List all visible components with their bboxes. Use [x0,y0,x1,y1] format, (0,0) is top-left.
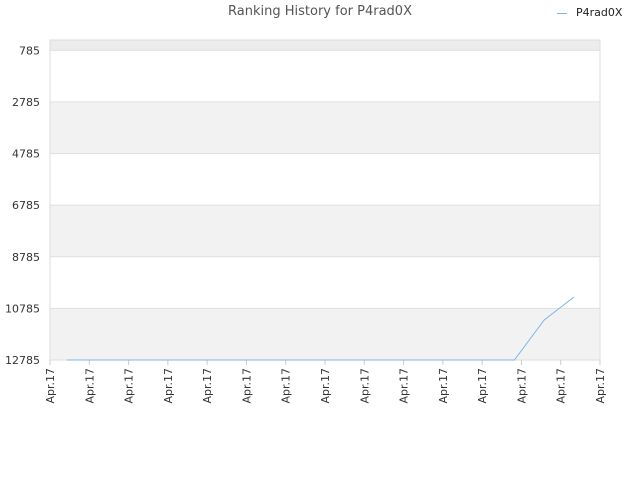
plot-band [50,308,600,360]
plot-band [50,153,600,206]
x-tick-label: Apr.17 [555,368,568,404]
plot-band [50,50,600,102]
y-tick-label: 12785 [5,354,40,367]
plot-band [50,40,600,51]
x-tick-label: Apr.17 [280,368,293,404]
plot-band [50,205,600,257]
x-tick-label: Apr.17 [515,368,528,404]
legend-swatch [557,12,567,14]
x-tick-label: Apr.17 [476,368,489,404]
y-tick-label: 4785 [12,148,40,161]
y-tick-label: 10785 [5,302,40,315]
series-line [67,296,575,361]
x-tick-label: Apr.17 [240,368,253,404]
y-tick-label: 6785 [12,199,40,212]
x-tick-label: Apr.17 [44,368,57,404]
y-tick-label: 2785 [12,96,40,109]
x-tick-label: Apr.17 [83,368,96,404]
x-tick-label: Apr.17 [123,368,136,404]
chart-title: Ranking History for P4rad0X [228,4,412,19]
x-tick-label: Apr.17 [358,368,371,404]
y-tick-label: 8785 [12,251,40,264]
x-tick-label: Apr.17 [398,368,411,404]
plot-band [50,256,600,309]
legend-label: P4rad0X [576,6,623,19]
x-tick-label: Apr.17 [201,368,214,404]
legend[interactable]: P4rad0X [557,6,622,19]
plot-band [50,101,600,154]
y-tick-label: 785 [19,44,40,57]
x-tick-label: Apr.17 [319,368,332,404]
x-tick-label: Apr.17 [437,368,450,404]
x-tick-label: Apr.17 [162,368,175,404]
x-tick-label: Apr.17 [594,368,607,404]
